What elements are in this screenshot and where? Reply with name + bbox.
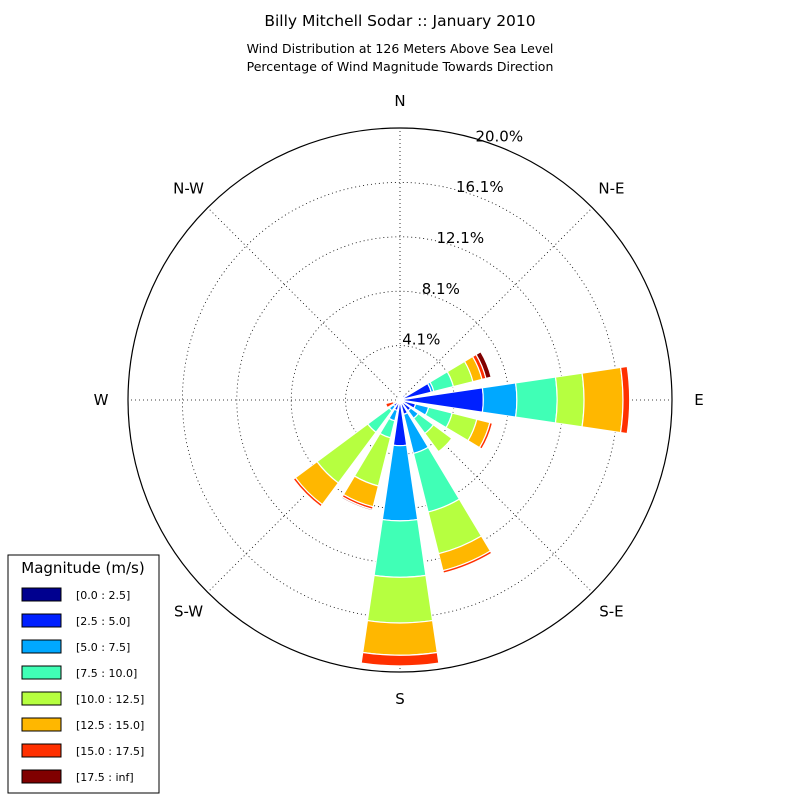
legend-swatch (21, 743, 62, 758)
direction-label-s: S (395, 690, 405, 708)
wind-bar-segment (373, 518, 427, 578)
radial-tick-label: 16.1% (456, 178, 504, 196)
wind-bar-segment (292, 476, 324, 508)
wind-bar-segment (514, 376, 558, 424)
polar-frame (127, 127, 673, 673)
wind-bar-segment (397, 396, 401, 401)
legend-label: [15.0 : 17.5] (76, 745, 144, 758)
legend-swatch (21, 639, 62, 654)
direction-label-e: E (694, 391, 703, 409)
grid-spoke (399, 399, 593, 593)
legend-label: [12.5 : 15.0] (76, 719, 144, 732)
wind-rose-bars (292, 350, 631, 667)
chart-subtitle-line2: Percentage of Wind Magnitude Towards Dir… (246, 59, 554, 74)
wind-bar-segment (478, 421, 494, 450)
legend-label: [5.0 : 7.5] (76, 641, 130, 654)
grid-spoke (207, 207, 401, 401)
direction-label-n-e: N-E (598, 180, 624, 198)
wind-bar-segment (475, 350, 492, 380)
wind-bar-segment (554, 372, 585, 428)
wind-bar-segment (481, 382, 518, 418)
wind-bar-segment (360, 651, 440, 667)
legend-swatch (21, 587, 62, 602)
legend-swatch (21, 691, 62, 706)
wind-bar-segment (381, 444, 419, 522)
legend-swatch (21, 717, 62, 732)
legend-swatch (21, 665, 62, 680)
wind-bar-segment (442, 550, 493, 574)
legend-swatch (21, 769, 62, 784)
radial-tick-label: 8.1% (422, 280, 460, 298)
wind-bar-segment (581, 366, 624, 434)
legend-label: [0.0 : 2.5] (76, 589, 130, 602)
legend-label: [10.0 : 12.5] (76, 693, 144, 706)
wind-bar-segment (362, 619, 438, 656)
grid-spoke (399, 207, 593, 401)
wind-bar-segment (400, 393, 407, 400)
direction-label-s-w: S-W (174, 602, 203, 620)
grid-spoke (207, 399, 401, 593)
legend-label: [2.5 : 5.0] (76, 615, 130, 628)
chart-title: Billy Mitchell Sodar :: January 2010 (264, 12, 536, 30)
radial-tick-label: 4.1% (402, 331, 440, 349)
direction-label-n-w: N-W (173, 180, 204, 198)
legend: Magnitude (m/s) [0.0 : 2.5] [2.5 : 5.0] [5… (7, 554, 160, 794)
direction-label-s-e: S-E (599, 602, 623, 620)
wind-bar-segment (340, 495, 374, 512)
radial-tick-label: 12.1% (436, 229, 484, 247)
direction-label-n: N (394, 92, 405, 110)
direction-label-w: W (94, 391, 109, 409)
radial-tick-label: 20.0% (475, 127, 523, 145)
wind-bar-segment (423, 423, 453, 453)
wind-bar-segment (619, 365, 631, 435)
chart-subtitle-line1: Wind Distribution at 126 Meters Above Se… (246, 41, 554, 56)
legend-entries: [0.0 : 2.5] [2.5 : 5.0] [5.0 : 7.5] [7.5 : … (21, 587, 144, 784)
legend-label: [17.5 : inf] (76, 771, 134, 784)
legend-swatch (21, 613, 62, 628)
legend-title: Magnitude (m/s) (21, 559, 144, 577)
axis-labels: N N-E E S-E S S-W W N-W 4.1% 8.1% 12.1% 16.1% 20.0% (94, 92, 704, 708)
wind-bar-segment (384, 400, 396, 409)
legend-label: [7.5 : 10.0] (76, 667, 137, 680)
wind-bar-segment (366, 574, 434, 624)
